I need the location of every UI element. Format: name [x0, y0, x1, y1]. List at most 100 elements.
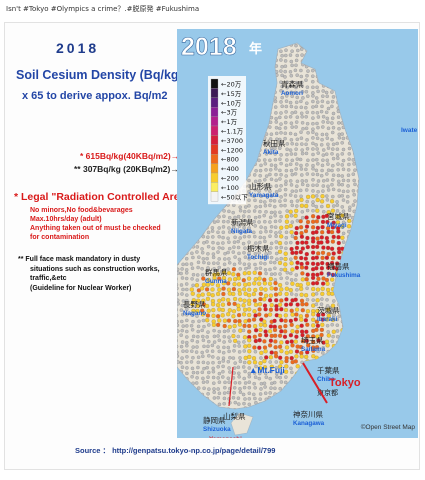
sample-dot [299, 329, 305, 334]
sample-dot [252, 323, 258, 329]
sample-dot [204, 287, 210, 292]
sample-dot [303, 293, 309, 298]
sample-dot [194, 381, 199, 385]
sample-dot [311, 94, 315, 98]
sample-dot [206, 330, 210, 334]
sample-dot [263, 162, 268, 166]
sample-dot [295, 157, 300, 161]
sample-dot [253, 252, 258, 256]
sample-dot [232, 390, 236, 395]
sample-dot [293, 359, 298, 364]
sample-dot [305, 183, 310, 188]
sample-dot [319, 302, 324, 306]
sample-dot [264, 187, 268, 192]
sample-dot [330, 104, 334, 109]
sample-dot [217, 287, 222, 292]
sample-dot [194, 283, 200, 288]
sample-dot [294, 43, 298, 48]
sample-dot [341, 198, 346, 202]
sample-dot [300, 215, 305, 220]
sample-dot [278, 199, 282, 203]
sample-dot [206, 291, 211, 297]
source-link[interactable]: Source ： http://genpatsu.tokyo-np.co.jp/… [75, 446, 276, 455]
sample-dot [180, 319, 184, 324]
prefecture-en-label: Niigata [231, 228, 252, 235]
sample-dot [200, 312, 205, 317]
sample-dot [216, 395, 220, 400]
sample-dot [237, 220, 241, 225]
sample-dot [241, 312, 247, 317]
sample-dot [251, 291, 257, 297]
sample-dot [247, 329, 252, 334]
sample-dot [326, 120, 330, 124]
sample-dot [263, 184, 268, 188]
prefecture-jp-label: 宮城県 [327, 211, 350, 221]
sample-dot [233, 400, 238, 405]
sample-dot [231, 356, 236, 360]
sample-dot [215, 272, 221, 277]
sample-dot [299, 111, 304, 116]
sample-dot [289, 168, 294, 173]
sample-dot [305, 350, 310, 355]
sample-dot [177, 354, 180, 358]
sample-dot [243, 218, 247, 223]
sample-dot [262, 158, 267, 162]
sample-dot [243, 282, 248, 287]
sample-dot [247, 366, 252, 370]
sample-dot [326, 210, 331, 215]
sample-dot [320, 168, 324, 173]
sample-dot [320, 194, 325, 199]
sample-dot [321, 114, 326, 119]
sample-dot [346, 194, 350, 199]
sample-dot [223, 257, 227, 261]
legend-swatch [210, 154, 219, 164]
sample-dot [217, 215, 221, 219]
sample-dot [226, 270, 232, 276]
sample-dot [196, 288, 202, 293]
sample-dot [311, 68, 315, 73]
sample-dot [258, 209, 262, 214]
sample-dot [237, 257, 242, 262]
sample-dot [319, 240, 324, 245]
sample-dot [205, 335, 209, 339]
sample-dot [226, 376, 231, 381]
sample-dot [221, 235, 225, 240]
sample-dot [274, 360, 279, 364]
sample-dot [277, 240, 283, 246]
sample-dot [278, 188, 282, 192]
sample-dot [259, 225, 263, 229]
sample-dot [221, 230, 226, 235]
sample-dot [295, 73, 299, 77]
sample-dot [279, 329, 284, 334]
sample-dot [295, 95, 299, 100]
sample-dot [337, 132, 341, 137]
sample-dot [278, 157, 282, 162]
sample-dot [268, 376, 272, 381]
sample-dot [241, 328, 246, 333]
sample-dot [232, 301, 237, 307]
sample-dot [205, 240, 209, 244]
sample-dot [305, 297, 310, 302]
sample-dot [217, 307, 222, 312]
sample-dot [330, 208, 336, 213]
sample-dot [324, 255, 330, 260]
sample-dot [353, 182, 357, 187]
sample-dot [293, 110, 298, 114]
sample-dot [278, 115, 282, 120]
sample-dot [283, 307, 289, 313]
sample-dot [311, 85, 315, 90]
sample-dot [247, 198, 251, 203]
sample-dot [269, 241, 274, 246]
sample-dot [305, 85, 310, 89]
sample-dot [206, 230, 211, 235]
sample-dot [341, 209, 346, 213]
sample-dot [311, 147, 315, 151]
sample-dot [324, 152, 329, 156]
sample-dot [226, 219, 230, 224]
sample-dot [251, 356, 257, 361]
sample-dot [269, 386, 273, 390]
sample-dot [315, 308, 320, 314]
sample-dot [300, 148, 304, 152]
sample-dot [272, 318, 277, 324]
sample-dot [190, 266, 195, 270]
